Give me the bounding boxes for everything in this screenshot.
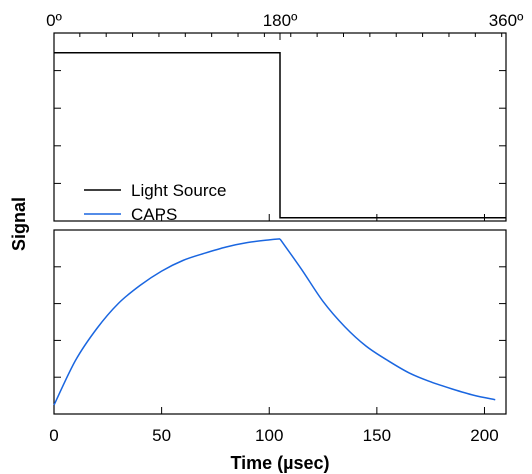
panel-frame-bottom	[53, 229, 507, 415]
x-tick-label: 200	[470, 426, 498, 445]
x-axis-label: Time (µsec)	[230, 453, 329, 473]
x-tick-label: 50	[152, 426, 171, 445]
legend-label-caps: CAPS	[131, 205, 177, 224]
phase-tick-label: 360º	[489, 11, 524, 30]
series-line-caps	[53, 238, 496, 406]
legend-label-light-source: Light Source	[131, 181, 226, 200]
x-tick-label: 0	[49, 426, 58, 445]
y-axis-label: Signal	[9, 197, 29, 251]
phase-tick-label: 0º	[46, 11, 62, 30]
x-tick-label: 150	[363, 426, 391, 445]
x-tick-label: 100	[255, 426, 283, 445]
series-line-light-source	[54, 52, 506, 219]
phase-tick-label: 180º	[263, 11, 298, 30]
